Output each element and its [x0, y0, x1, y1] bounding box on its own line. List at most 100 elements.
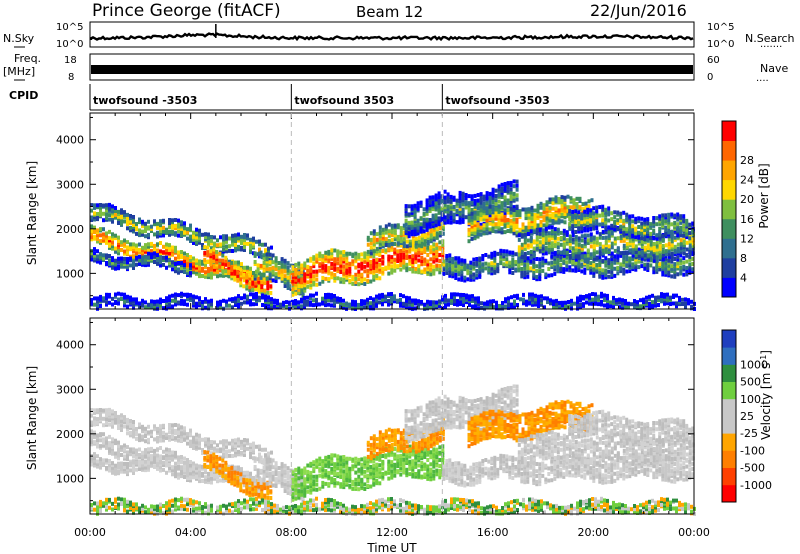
power-cell — [511, 266, 515, 270]
power-cell — [467, 215, 471, 220]
velocity-cell — [108, 441, 111, 446]
power-cell — [174, 262, 177, 266]
power-cell — [384, 243, 388, 247]
power-cell — [532, 246, 536, 251]
power-cell — [441, 224, 445, 229]
power-cell — [141, 219, 144, 224]
power-cell — [523, 272, 527, 277]
power-cell — [286, 265, 290, 270]
power-cell — [504, 299, 507, 304]
power-cell — [422, 224, 426, 229]
power-cell — [270, 302, 273, 307]
power-cell — [586, 215, 590, 220]
velocity-cell — [225, 439, 228, 444]
power-cell — [545, 202, 549, 207]
power-cell — [402, 226, 406, 231]
velocity-cell — [180, 429, 183, 434]
power-cell — [598, 222, 602, 227]
power-cell — [592, 206, 596, 211]
power-cell — [405, 295, 408, 300]
power-cell — [469, 270, 473, 275]
velocity-cell — [240, 446, 243, 450]
power-cell — [295, 289, 299, 293]
power-cell — [348, 272, 352, 276]
power-cell — [455, 212, 459, 217]
velocity-cell — [147, 447, 150, 452]
power-cell — [237, 296, 240, 301]
power-cell — [375, 232, 379, 237]
power-cell — [502, 254, 506, 259]
power-cell — [408, 296, 411, 301]
power-cell — [565, 248, 569, 253]
power-cell — [532, 269, 536, 274]
power-cell — [264, 297, 267, 302]
power-cell — [594, 299, 597, 304]
power-cell — [336, 269, 340, 274]
power-cell — [150, 255, 153, 260]
power-cell — [156, 299, 159, 304]
power-cell — [505, 259, 509, 264]
power-cell — [515, 187, 519, 192]
power-cell — [491, 214, 495, 219]
power-cell — [504, 297, 507, 302]
power-cell — [613, 224, 617, 229]
power-cell — [670, 243, 674, 248]
power-cell — [297, 261, 301, 266]
power-cell — [168, 232, 171, 237]
power-cell — [280, 276, 284, 281]
power-cell — [560, 219, 564, 224]
power-cell — [451, 256, 455, 261]
power-cell — [448, 257, 452, 262]
power-cell — [607, 206, 611, 211]
power-cell — [595, 250, 599, 255]
power-cell — [93, 230, 96, 235]
power-cell — [654, 303, 657, 308]
power-cell — [572, 201, 576, 206]
power-cell — [324, 293, 327, 297]
power-cell — [221, 265, 225, 270]
power-cell — [360, 264, 364, 269]
velocity-cell — [96, 420, 99, 425]
power-cell — [604, 275, 608, 280]
power-cell — [458, 199, 462, 203]
power-cell — [505, 249, 509, 254]
power-cell — [512, 224, 516, 228]
power-cell — [577, 268, 581, 272]
power-cell — [494, 211, 498, 216]
power-cell — [506, 198, 510, 203]
power-cell — [445, 258, 449, 263]
power-cell — [286, 275, 290, 280]
power-cell — [512, 208, 516, 213]
power-cell — [598, 257, 602, 262]
power-cell — [414, 269, 418, 274]
velocity-cell — [126, 450, 129, 455]
power-cell — [254, 281, 258, 286]
velocity-cell — [102, 423, 105, 428]
power-cell — [521, 207, 525, 212]
power-cell — [198, 266, 201, 271]
power-cell — [586, 207, 590, 212]
power-cell — [559, 255, 563, 260]
power-cell — [664, 256, 668, 261]
power-cell — [99, 205, 102, 210]
power-cell — [111, 204, 114, 209]
power-cell — [159, 223, 162, 228]
velocity-cell — [132, 459, 135, 464]
power-cell — [646, 248, 650, 253]
velocity-cell — [111, 419, 114, 423]
power-cell — [209, 249, 213, 254]
power-cell — [571, 233, 575, 237]
power-cell — [342, 302, 345, 307]
power-cell — [411, 254, 415, 259]
power-cell — [215, 264, 219, 269]
power-cell — [345, 273, 349, 277]
power-cell — [513, 305, 516, 310]
power-cell — [105, 233, 108, 238]
power-cell — [126, 260, 129, 265]
power-cell — [387, 257, 391, 262]
velocity-cell — [177, 426, 180, 431]
power-cell — [413, 203, 417, 208]
power-cell — [577, 236, 581, 241]
power-cell — [339, 250, 343, 255]
power-cell — [557, 200, 561, 205]
